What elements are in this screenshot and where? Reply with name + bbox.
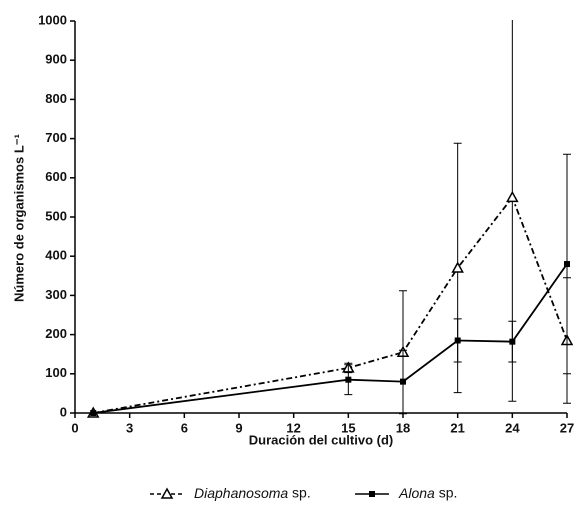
y-tick-label: 600 xyxy=(45,169,67,184)
y-axis-label: Número de organismos L⁻¹ xyxy=(11,134,26,302)
data-point xyxy=(564,261,570,268)
series-line xyxy=(93,263,568,414)
data-point xyxy=(451,261,464,273)
x-axis-label: Duración del cultivo (d) xyxy=(249,432,393,447)
data-point xyxy=(400,378,406,385)
y-tick-label: 700 xyxy=(45,130,67,145)
x-tick-label: 18 xyxy=(396,420,410,435)
x-tick-label: 3 xyxy=(126,420,133,435)
data-point xyxy=(90,410,97,416)
y-tick-label: 400 xyxy=(45,248,67,263)
plot-area xyxy=(86,20,574,418)
y-tick-label: 800 xyxy=(45,91,67,106)
legend-label: Diaphanosoma sp. xyxy=(194,485,311,501)
x-tick-label: 21 xyxy=(450,420,464,435)
x-tick-label: 27 xyxy=(560,420,574,435)
x-tick-label: 0 xyxy=(71,420,78,435)
y-tick-label: 200 xyxy=(45,326,67,341)
y-tick-label: 100 xyxy=(45,365,67,380)
x-tick-label: 12 xyxy=(286,420,300,435)
x-tick-label: 24 xyxy=(505,420,520,435)
series-line xyxy=(93,195,568,414)
data-point xyxy=(506,190,519,203)
x-tick-label: 6 xyxy=(181,420,188,435)
data-point xyxy=(509,338,516,345)
data-point xyxy=(454,337,461,344)
y-tick-label: 300 xyxy=(45,287,67,302)
y-tick-label: 900 xyxy=(45,52,67,67)
legend-label: Alona sp. xyxy=(398,485,457,501)
x-tick-label: 15 xyxy=(341,420,355,435)
x-tick-label: 9 xyxy=(235,420,242,435)
y-tick-label: 0 xyxy=(60,404,67,419)
y-tick-label: 500 xyxy=(45,208,67,223)
legend-marker xyxy=(369,491,375,497)
legend-marker xyxy=(160,487,174,499)
data-point xyxy=(345,376,352,383)
y-tick-label: 1000 xyxy=(38,12,67,27)
